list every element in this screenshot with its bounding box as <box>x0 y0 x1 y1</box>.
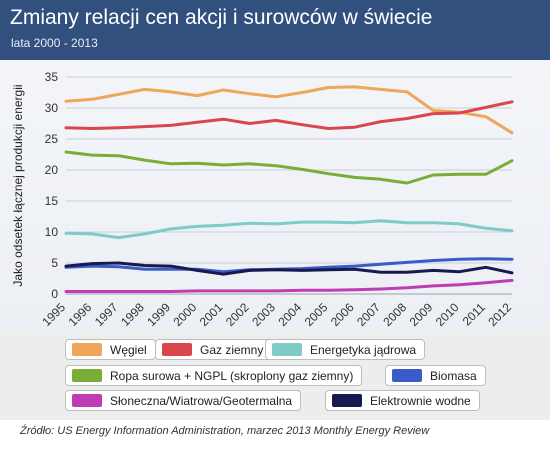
x-tick-label: 2004 <box>275 300 304 329</box>
legend-swatch-crude-oil <box>72 369 102 382</box>
y-tick-label: 0 <box>51 287 58 301</box>
x-tick-label: 1997 <box>92 300 121 329</box>
legend-swatch-biomass <box>392 369 422 382</box>
legend-swatch-hydro <box>332 394 362 407</box>
legend-item-crude-oil: Ropa surowa + NGPL (skroplony gaz ziemny… <box>65 365 363 386</box>
legend-swatch-renewables <box>72 394 102 407</box>
y-tick-label: 35 <box>45 70 59 84</box>
y-tick-label: 5 <box>51 256 58 270</box>
chart-title: Zmiany relacji cen akcji i surowców w św… <box>10 6 433 29</box>
series-line-natural-gas <box>64 100 514 130</box>
line-chart: 0510152025303519951996199719981999200020… <box>11 70 514 329</box>
series-line-crude-oil <box>64 150 514 185</box>
source-note: Źródło: US Energy Information Administra… <box>20 425 430 437</box>
legend-item-biomass: Biomasa <box>385 365 486 386</box>
x-tick-label: 1996 <box>66 300 95 329</box>
header-banner: Zmiany relacji cen akcji i surowców w św… <box>0 0 550 60</box>
legend-label-nuclear: Energetyka jądrowa <box>310 342 417 357</box>
x-tick-label: 2011 <box>460 300 488 328</box>
chart-subtitle: lata 2000 - 2013 <box>11 36 98 50</box>
y-tick-label: 15 <box>45 194 59 208</box>
series-line-hydro <box>64 261 514 276</box>
legend-item-coal: Węgiel <box>65 339 156 360</box>
x-tick-label: 1999 <box>144 300 173 329</box>
x-tick-label: 2009 <box>407 300 436 329</box>
legend-item-hydro: Elektrownie wodne <box>325 390 480 411</box>
y-tick-label: 30 <box>45 101 59 115</box>
legend-label-hydro: Elektrownie wodne <box>370 393 471 408</box>
x-tick-label: 1995 <box>39 300 68 329</box>
series-line-nuclear <box>64 219 514 240</box>
x-tick-label: 2012 <box>485 300 514 329</box>
series-line-renewables <box>64 278 514 293</box>
legend-label-natural-gas: Gaz ziemny <box>200 342 264 357</box>
x-tick-label: 2005 <box>302 300 331 329</box>
x-tick-label: 2000 <box>171 300 200 329</box>
legend-label-renewables: Słoneczna/Wiatrowa/Geotermalna <box>110 393 293 408</box>
legend-label-crude-oil: Ropa surowa + NGPL (skroplony gaz ziemny… <box>110 368 354 383</box>
y-tick-label: 20 <box>45 163 59 177</box>
legend-swatch-natural-gas <box>162 343 192 356</box>
x-tick-label: 2001 <box>197 300 226 329</box>
legend-label-biomass: Biomasa <box>430 368 477 383</box>
x-tick-label: 2002 <box>223 300 252 329</box>
x-tick-label: 2008 <box>380 300 409 329</box>
y-tick-label: 10 <box>45 225 59 239</box>
y-axis-label: Jako odsetek łącznej produkcji energii <box>11 84 25 286</box>
x-tick-label: 1998 <box>118 300 147 329</box>
legend-item-renewables: Słoneczna/Wiatrowa/Geotermalna <box>65 390 302 411</box>
x-tick-label: 2003 <box>249 300 278 329</box>
series-line-coal <box>64 85 514 135</box>
legend-swatch-nuclear <box>272 343 302 356</box>
legend-label-coal: Węgiel <box>110 342 147 357</box>
x-tick-label: 2006 <box>328 300 357 329</box>
legend: Węgiel Gaz ziemny Energetyka jądrowa Rop… <box>0 330 550 420</box>
legend-item-natural-gas: Gaz ziemny <box>155 339 273 360</box>
legend-item-nuclear: Energetyka jądrowa <box>265 339 426 360</box>
y-tick-label: 25 <box>45 132 59 146</box>
x-tick-label: 2010 <box>433 300 462 329</box>
x-tick-label: 2007 <box>354 300 383 329</box>
legend-swatch-coal <box>72 343 102 356</box>
